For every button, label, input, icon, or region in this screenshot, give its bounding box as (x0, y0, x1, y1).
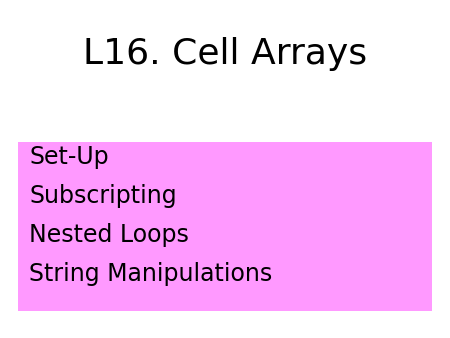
Text: String Manipulations: String Manipulations (29, 262, 273, 286)
Text: Set-Up: Set-Up (29, 145, 109, 169)
Text: Nested Loops: Nested Loops (29, 223, 189, 247)
Text: Subscripting: Subscripting (29, 184, 177, 208)
Bar (18, 142, 432, 311)
Text: L16. Cell Arrays: L16. Cell Arrays (83, 37, 367, 71)
